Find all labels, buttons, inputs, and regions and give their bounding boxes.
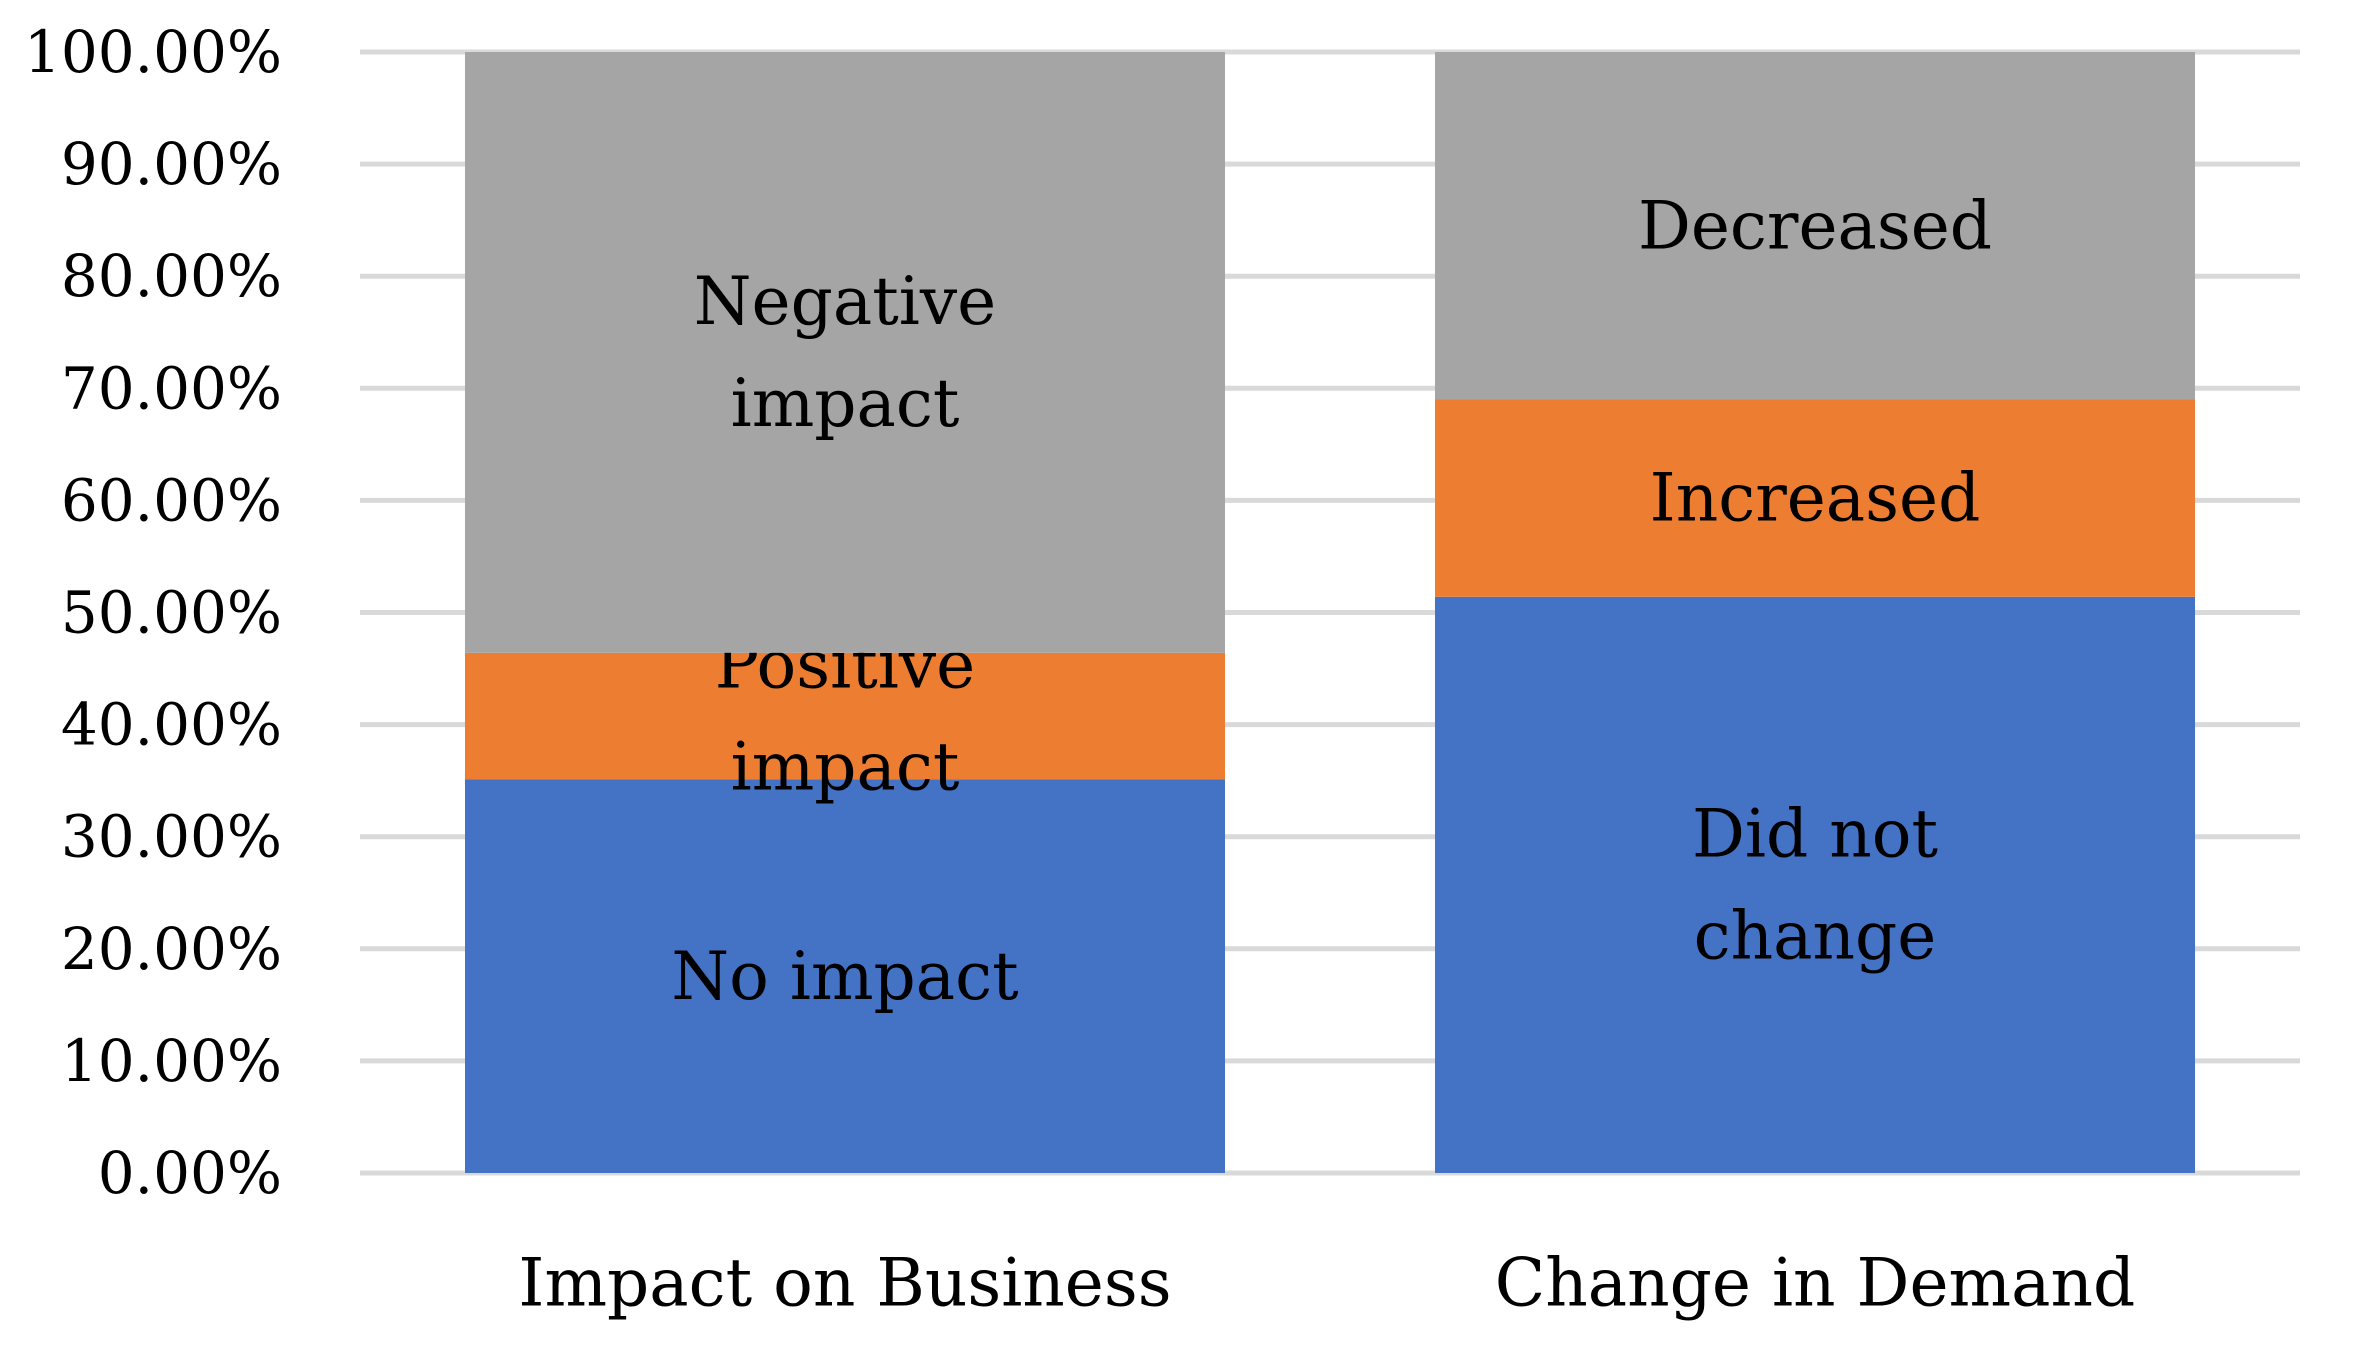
y-tick-label: 60.00% [61, 466, 282, 534]
y-axis-tick-labels: 0.00% 10.00% 20.00% 30.00% 40.00% 50.00% 60.00… [24, 18, 282, 1207]
segment-label: Negative [694, 263, 996, 340]
y-tick-label: 80.00% [61, 242, 282, 310]
segment-label: Decreased [1638, 187, 1992, 264]
segment-label: No impact [671, 938, 1018, 1015]
bar-segment [465, 652, 1225, 780]
bar-segment [1435, 596, 2195, 1173]
y-tick-label: 50.00% [61, 579, 282, 647]
x-category-label: Impact on Business [518, 1245, 1171, 1322]
segment-label: change [1694, 897, 1937, 974]
bar-segment [1435, 52, 2195, 400]
x-axis-category-labels: Impact on Business Change in Demand [518, 1245, 2135, 1322]
y-tick-label: 30.00% [61, 803, 282, 871]
y-tick-label: 20.00% [61, 915, 282, 983]
segment-label: impact [731, 365, 960, 442]
bar-stack: Did not change Increased Decreased [1435, 52, 2195, 1173]
bar-segment [465, 779, 1225, 1173]
y-tick-label: 90.00% [61, 130, 282, 198]
segment-label: Did not [1692, 795, 1938, 872]
y-tick-label: 0.00% [98, 1139, 282, 1207]
y-tick-label: 10.00% [61, 1027, 282, 1095]
y-tick-label: 70.00% [61, 354, 282, 422]
segment-label: impact [731, 729, 960, 806]
bar-segment [465, 52, 1225, 653]
y-tick-label: 40.00% [61, 691, 282, 759]
bar-stacks: No impactPositiveimpactNegativeimpactDid… [465, 52, 2195, 1173]
x-category-label: Change in Demand [1495, 1245, 2135, 1322]
y-tick-label: 100.00% [24, 18, 282, 86]
segment-label: Increased [1650, 460, 1981, 537]
bar-segment [1435, 399, 2195, 597]
